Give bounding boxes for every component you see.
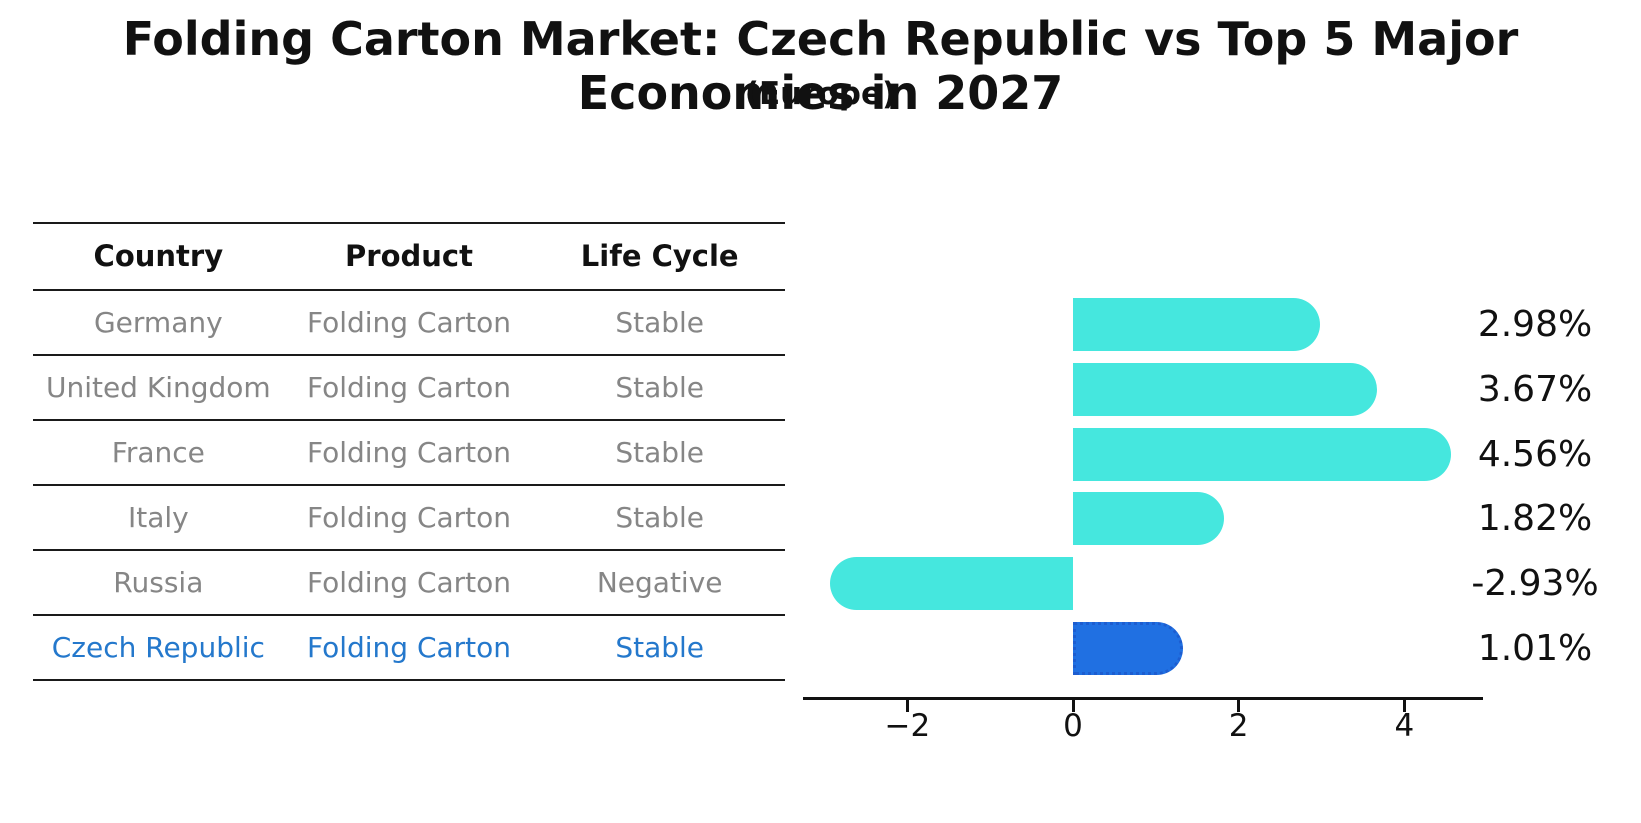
- cell-product: Folding Carton: [306, 306, 512, 339]
- cell-life-cycle: Stable: [615, 631, 705, 664]
- x-tick-label: 0: [1063, 708, 1083, 744]
- table-line: [33, 222, 785, 224]
- cell-product: Folding Carton: [306, 436, 512, 469]
- chart-subtitle: (Europe): [744, 76, 897, 112]
- cell-country: Germany: [93, 306, 223, 339]
- cell-country: Czech Republic: [51, 631, 265, 664]
- x-tick-mark: [905, 700, 909, 712]
- x-tick-label: 4: [1394, 708, 1415, 744]
- value-label: 3.67%: [1477, 368, 1593, 410]
- x-tick-mark: [1402, 700, 1406, 712]
- cell-life-cycle: Stable: [615, 436, 705, 469]
- bar-germany: [1073, 298, 1320, 351]
- value-label: 1.01%: [1477, 628, 1593, 669]
- cell-life-cycle: Stable: [615, 306, 705, 339]
- table-header-life-cycle: Life Cycle: [580, 239, 739, 273]
- table-header-country: Country: [93, 239, 224, 273]
- cell-country: Russia: [113, 566, 204, 599]
- chart-title: Folding Carton Market: Czech Republic vs…: [122, 12, 1519, 120]
- table-line: [33, 419, 785, 421]
- value-label: 1.82%: [1477, 498, 1593, 540]
- bar-france: [1073, 427, 1451, 481]
- cell-product: Folding Carton: [306, 501, 512, 534]
- bar-russia: [830, 557, 1073, 611]
- table-line: [33, 484, 785, 486]
- table-row-france: France Folding Carton Stable: [33, 421, 785, 484]
- value-label: -2.93%: [1471, 563, 1599, 605]
- table-line: [33, 679, 785, 681]
- table-row-italy: Italy Folding Carton Stable: [33, 486, 785, 549]
- value-label: 4.56%: [1477, 433, 1593, 475]
- x-tick-mark: [1237, 700, 1241, 712]
- table-line: [33, 614, 785, 616]
- x-tick-label: 2: [1228, 708, 1249, 744]
- cell-life-cycle: Stable: [615, 501, 705, 534]
- x-tick-mark: [1071, 700, 1075, 712]
- cell-country: Italy: [127, 501, 189, 534]
- cell-life-cycle: Negative: [596, 566, 723, 599]
- cell-country: France: [111, 436, 205, 469]
- bar-united-kingdom: [1073, 362, 1377, 416]
- cell-product: Folding Carton: [306, 371, 512, 404]
- table-row-czech-republic: Czech Republic Folding Carton Stable: [33, 616, 785, 679]
- bar-italy: [1073, 492, 1224, 546]
- table-line: [33, 354, 785, 356]
- table-row-germany: Germany Folding Carton Stable: [33, 291, 785, 354]
- table-header-product: Product: [345, 239, 473, 273]
- table-row-russia: Russia Folding Carton Negative: [33, 551, 785, 614]
- x-tick-label: −2: [884, 708, 931, 744]
- table-row-united-kingdom: United Kingdom Folding Carton Stable: [33, 356, 785, 419]
- value-label: 2.98%: [1477, 304, 1593, 345]
- bar-czech-republic: [1073, 622, 1183, 675]
- cell-product: Folding Carton: [306, 566, 512, 599]
- cell-life-cycle: Stable: [615, 371, 705, 404]
- x-axis-line: [803, 697, 1483, 700]
- cell-country: United Kingdom: [45, 371, 271, 404]
- table-header-row: Country Product Life Cycle: [33, 225, 785, 288]
- table-line: [33, 549, 785, 551]
- cell-product: Folding Carton: [306, 631, 512, 664]
- table-line: [33, 289, 785, 291]
